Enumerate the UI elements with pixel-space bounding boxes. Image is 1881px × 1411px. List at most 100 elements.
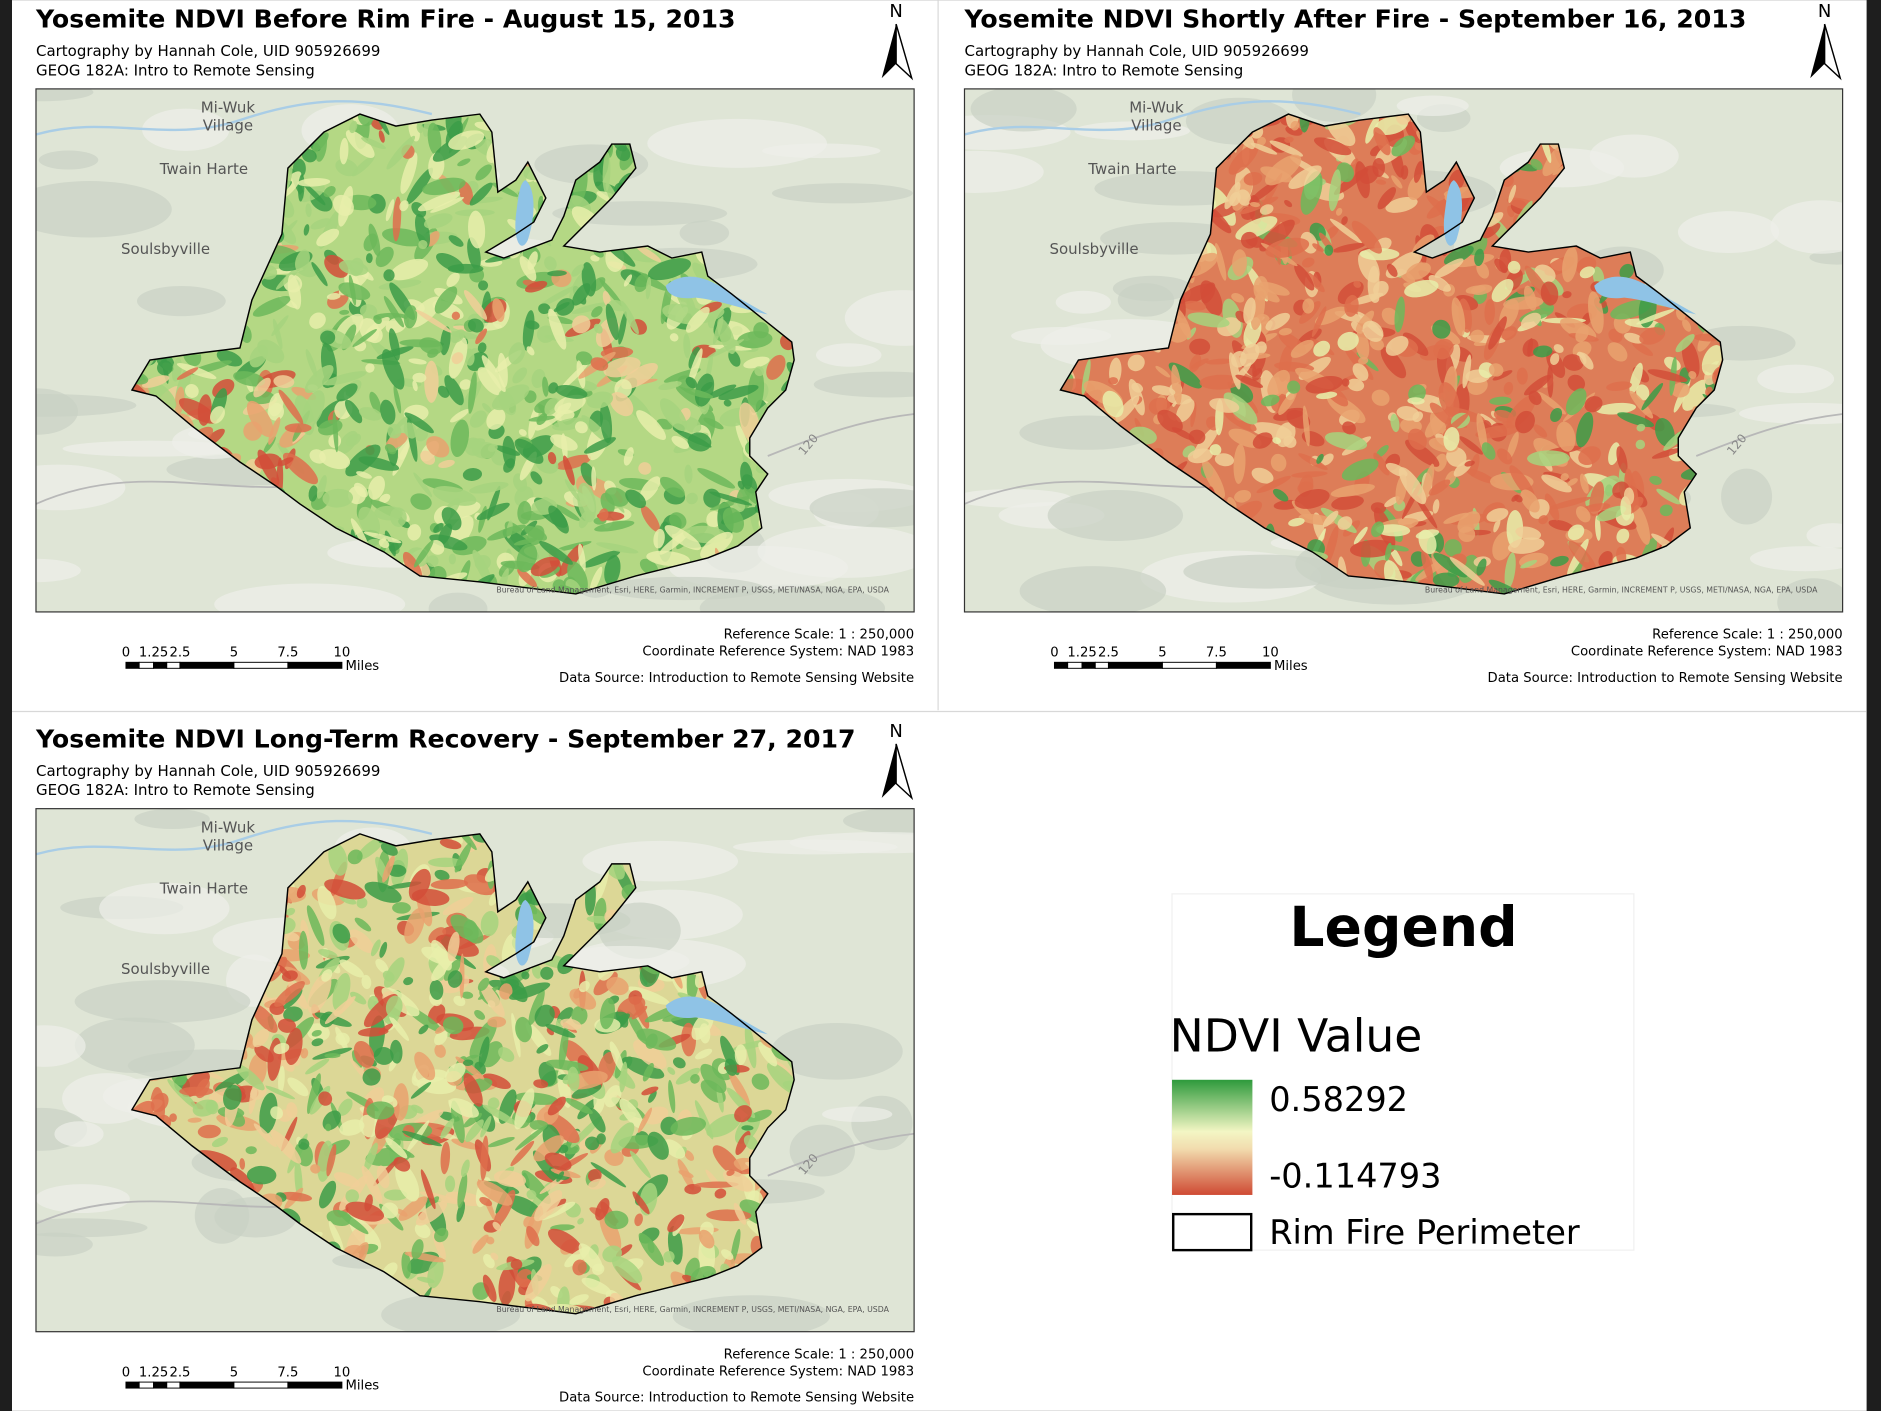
ndvi-patch: [1548, 519, 1574, 531]
ndvi-patch: [324, 1053, 341, 1059]
ndvi-patch: [398, 1196, 428, 1221]
ndvi-patch: [685, 306, 710, 333]
ndvi-patch: [1373, 127, 1391, 156]
ndvi-patch: [469, 410, 487, 428]
ndvi-patch: [253, 377, 271, 398]
ndvi-patch: [669, 333, 679, 342]
scale-tick-label: 10: [334, 1365, 351, 1380]
ndvi-patch: [1550, 408, 1563, 423]
ndvi-patch: [349, 257, 364, 277]
ndvi-patch: [408, 358, 427, 365]
ndvi-patch: [1494, 258, 1508, 274]
ndvi-patch: [706, 384, 737, 399]
ndvi-patch: [1249, 201, 1261, 208]
ndvi-patch: [1635, 439, 1646, 450]
ndvi-patch: [1305, 376, 1343, 394]
ndvi-patch: [1550, 353, 1560, 366]
ndvi-patch: [694, 1181, 739, 1188]
ndvi-patch: [440, 1141, 451, 1175]
ndvi-patch: [463, 1072, 483, 1107]
ndvi-patch: [287, 1077, 309, 1097]
ndvi-patch: [565, 1097, 593, 1115]
ndvi-patch: [1688, 370, 1697, 379]
ndvi-patch: [1433, 338, 1454, 360]
ndvi-patch: [1265, 237, 1310, 258]
terrain-shade: [1757, 364, 1835, 394]
ndvi-patch: [448, 235, 464, 247]
ndvi-patch: [378, 130, 385, 143]
ndvi-patch: [1492, 370, 1513, 381]
ndvi-patch: [361, 1165, 383, 1204]
ndvi-patch: [588, 1178, 606, 1190]
ndvi-patch: [1394, 296, 1405, 333]
ndvi-patch: [590, 255, 600, 262]
ndvi-patch: [1288, 517, 1305, 527]
ndvi-patch: [700, 381, 713, 392]
ndvi-patch: [1393, 499, 1406, 512]
ndvi-patch: [1481, 442, 1496, 460]
ndvi-patch: [478, 1036, 490, 1068]
ndvi-patch: [1459, 436, 1484, 455]
ndvi-patch: [375, 958, 389, 974]
ndvi-patch: [1413, 160, 1423, 183]
ndvi-patch: [1432, 572, 1460, 588]
ndvi-patch: [416, 122, 424, 134]
ndvi-patch: [1259, 219, 1295, 252]
ndvi-patch: [239, 1158, 246, 1170]
ndvi-patch: [595, 1197, 610, 1221]
ndvi-patch: [447, 931, 460, 962]
ndvi-patch: [376, 1165, 390, 1189]
ndvi-patch: [450, 914, 484, 944]
ndvi-patch: [498, 1267, 516, 1306]
ndvi-patch: [678, 1170, 694, 1178]
ndvi-patch: [672, 1057, 686, 1069]
ndvi-patch: [1520, 312, 1541, 329]
ndvi-patch: [1562, 291, 1572, 299]
map-border: [35, 808, 915, 1333]
north-label: N: [1818, 1, 1831, 22]
ndvi-patch: [1331, 495, 1364, 510]
ndvi-patch: [1484, 299, 1495, 325]
ndvi-patch: [1335, 207, 1343, 216]
ndvi-patch: [544, 1152, 572, 1171]
ndvi-patch: [476, 1179, 513, 1206]
ndvi-patch: [311, 1038, 324, 1047]
ndvi-patch: [187, 1117, 202, 1123]
ndvi-patch: [385, 1137, 408, 1159]
ndvi-patch: [550, 1168, 581, 1179]
ndvi-patch: [257, 449, 280, 486]
ndvi-patch: [448, 130, 485, 150]
ndvi-patch: [605, 303, 619, 341]
ndvi-patch: [411, 1239, 424, 1260]
ndvi-patch: [581, 550, 621, 568]
ndvi-patch: [482, 1274, 497, 1302]
ndvi-patch: [530, 471, 543, 485]
ndvi-patch: [1449, 556, 1485, 586]
ndvi-patch: [593, 323, 603, 334]
fire-perimeter: [130, 833, 795, 1315]
ndvi-patch: [1290, 120, 1300, 131]
ndvi-patch: [268, 417, 281, 445]
terrain-shade: [851, 1095, 913, 1151]
ndvi-patch: [593, 971, 618, 996]
ndvi-patch: [1371, 521, 1385, 538]
ndvi-patch: [1406, 262, 1431, 280]
ndvi-patch: [510, 1258, 523, 1270]
ndvi-patch: [1284, 136, 1294, 143]
ndvi-patch: [1389, 545, 1409, 552]
map-panel: Yosemite NDVI Shortly After Fire - Septe…: [963, 1, 1844, 686]
ndvi-patch: [246, 1165, 277, 1185]
ndvi-patch: [1373, 281, 1389, 297]
ndvi-patch: [525, 320, 540, 330]
ndvi-patch: [412, 372, 427, 383]
ndvi-patch: [552, 579, 566, 593]
ndvi-patch: [636, 410, 666, 440]
ndvi-patch: [1528, 390, 1542, 406]
ndvi-patch: [254, 1045, 274, 1063]
ndvi-patch: [530, 556, 560, 577]
terrain-shade: [679, 220, 730, 246]
ndvi-patch: [147, 380, 177, 410]
river: [35, 100, 433, 136]
ndvi-patch: [686, 492, 698, 505]
